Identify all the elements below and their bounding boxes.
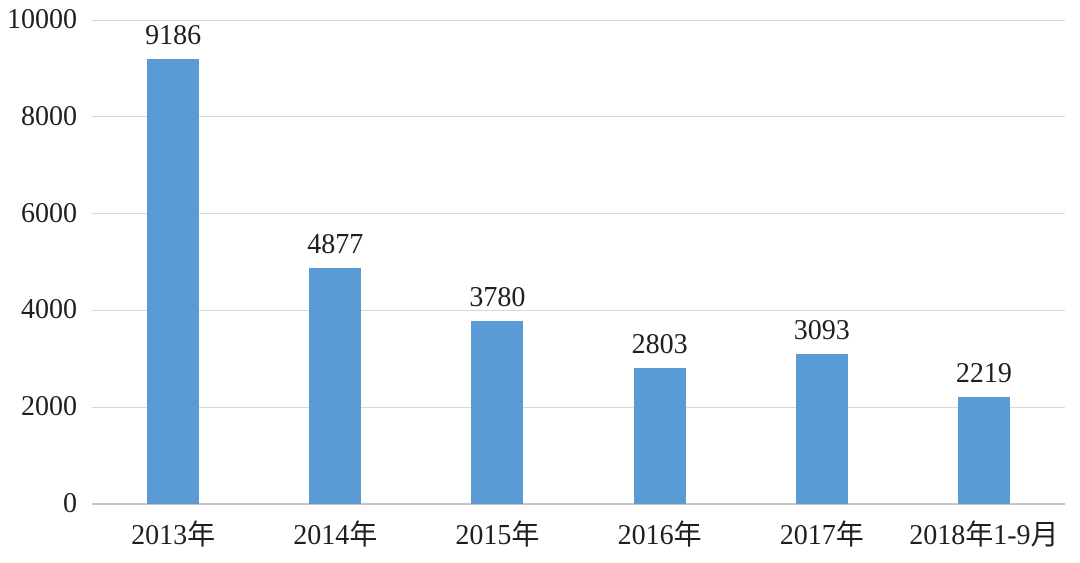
bar-value-label: 3093 bbox=[793, 315, 850, 347]
x-axis-label: 2013年 bbox=[131, 520, 216, 551]
gridline bbox=[92, 309, 1065, 311]
x-axis-label: 2014年 bbox=[293, 520, 378, 551]
y-tick-label: 2000 bbox=[21, 391, 77, 423]
bar bbox=[147, 59, 200, 504]
x-axis-label: 2015年 bbox=[455, 520, 540, 551]
bar bbox=[795, 354, 848, 504]
bar-value-label: 2803 bbox=[631, 329, 688, 361]
gridline bbox=[92, 116, 1065, 118]
gridline bbox=[92, 406, 1065, 408]
y-tick-label: 10000 bbox=[7, 4, 77, 35]
bar bbox=[309, 267, 362, 504]
gridline bbox=[92, 213, 1065, 215]
bar bbox=[633, 368, 686, 504]
bar-value-label: 4877 bbox=[307, 228, 364, 260]
bar bbox=[471, 321, 524, 504]
bar-value-label: 3780 bbox=[469, 282, 526, 314]
y-tick-label: 8000 bbox=[21, 100, 77, 132]
bar bbox=[957, 396, 1010, 504]
y-tick-label: 4000 bbox=[21, 294, 77, 326]
bar-value-label: 9186 bbox=[145, 20, 202, 52]
y-tick-label: 0 bbox=[63, 488, 77, 519]
y-tick-label: 6000 bbox=[21, 197, 77, 229]
x-axis-label: 2018年1-9月 bbox=[909, 520, 1059, 551]
gridline bbox=[92, 19, 1065, 21]
x-axis-label: 2016年 bbox=[617, 520, 702, 551]
x-axis-label: 2017年 bbox=[779, 520, 864, 551]
x-axis-line bbox=[92, 503, 1065, 505]
bar-value-label: 2219 bbox=[955, 357, 1012, 389]
